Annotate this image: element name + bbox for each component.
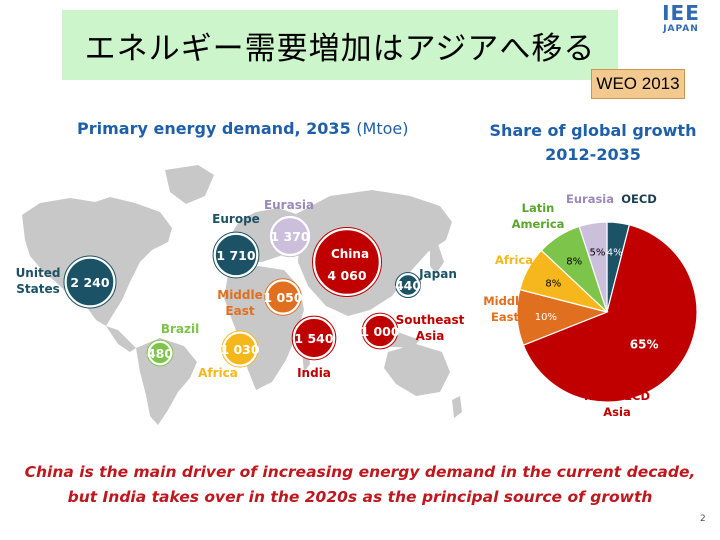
bubble-china (312, 227, 382, 297)
bubble-value-middle-east: 1 050 (263, 290, 302, 305)
footer-line2: but India takes over in the 2020s as the… (67, 488, 653, 506)
map-heading: Primary energy demand, 2035 (Mtoe) (77, 119, 408, 138)
pie-heading-line2: 2012-2035 (545, 145, 641, 164)
page-number: 2 (700, 514, 706, 524)
pie-chart: 4% OECD 65% Non-OECD Asia 10% Middle East 8% Afri… (483, 192, 698, 419)
bubble-ring-southeast-asia (361, 312, 399, 350)
bubble-ring-japan (395, 272, 421, 298)
bubble-ring-eurasia (268, 214, 312, 258)
bubble-ring-china (312, 227, 382, 297)
slide-title: エネルギー需要増加はアジアへ移る (84, 30, 596, 67)
bubble-ring-united-states (63, 255, 117, 309)
bubble-value-united-states: 2 240 (70, 275, 109, 290)
bubble-value-southeast-asia: 1 000 (360, 324, 399, 339)
bubble-india (292, 316, 336, 360)
pie-label-eurasia: Eurasia (566, 192, 614, 206)
bubble-label-middle-east: Middle East (217, 288, 263, 318)
pie-label-oecd: OECD (621, 192, 657, 206)
pie-slice-non-oecd-asia (522, 224, 698, 403)
pie-heading: Share of global growth 2012-2035 (484, 119, 702, 167)
bubble-africa (222, 331, 258, 367)
bubble-value-japan: 440 (395, 278, 421, 293)
bubble-label-united-states: United States (16, 266, 61, 296)
bubble-europe (213, 232, 259, 278)
footer-note: China is the main driver of increasing e… (20, 460, 700, 510)
pie-value-eurasia: 5% (589, 248, 605, 259)
bubble-label-eurasia: Eurasia (264, 198, 314, 212)
title-banner: エネルギー需要増加はアジアへ移る (62, 10, 618, 80)
bubble-label-china: China (331, 247, 369, 261)
map-australia (384, 344, 450, 396)
bubble-value-china: 4 060 (327, 268, 366, 283)
bubble-value-europe: 1 710 (216, 248, 255, 263)
map-new-zealand (452, 396, 462, 418)
bubble-label-southeast-asia: Southeast Asia (396, 313, 465, 343)
logo-line1: IEE (662, 1, 700, 25)
pie-label-africa: Africa (495, 253, 533, 267)
pie-value-non-oecd-asia: 65% (630, 338, 659, 352)
bubble-brazil (147, 340, 173, 366)
bubble-value-eurasia: 1 370 (270, 229, 309, 244)
bubble-label-japan: Japan (418, 267, 457, 281)
bubble-ring-africa (221, 330, 259, 368)
pie-label-middle-east: Middle East (483, 294, 527, 324)
bubble-middle-east (264, 278, 302, 316)
bubble-japan (395, 272, 421, 298)
bubble-label-europe: Europe (212, 212, 260, 226)
pie-heading-line1: Share of global growth (489, 121, 697, 140)
map-heading-main: Primary energy demand, 2035 (77, 119, 351, 138)
bubble-united-states (64, 256, 116, 308)
map-japan (430, 244, 444, 274)
bubble-ring-brazil (146, 339, 174, 367)
weo-badge: WEO 2013 (591, 69, 685, 99)
pie-value-latin-america: 8% (566, 256, 582, 267)
pie-label-latin-america: Latin America (512, 201, 565, 231)
pie-value-africa: 8% (545, 279, 561, 290)
bubble-ring-middle-east (264, 278, 302, 316)
bubble-ring-europe (212, 231, 260, 279)
bubble-eurasia (269, 215, 311, 257)
bubble-ring-india (291, 315, 337, 361)
pie-label-non-oecd-asia: Non-OECD Asia (584, 389, 650, 419)
pie-value-oecd: 4% (607, 247, 623, 258)
logo-line2: JAPAN (663, 24, 699, 34)
bubble-label-brazil: Brazil (161, 322, 199, 336)
map-bubbles: 2 240 United States 1 710 Europe 1 370 Eurasia… (16, 198, 465, 380)
map-greenland (165, 165, 214, 204)
iee-japan-logo: IEE JAPAN (648, 2, 714, 34)
bubble-label-africa: Africa (198, 366, 238, 380)
bubble-southeast-asia (362, 313, 398, 349)
pie-slice-eurasia (578, 221, 608, 313)
bubble-value-india: 1 540 (294, 331, 333, 346)
bubble-value-brazil: 480 (147, 346, 173, 361)
map-heading-unit: (Mtoe) (356, 119, 409, 138)
bubble-label-india: India (297, 366, 331, 380)
pie-value-middle-east: 10% (535, 312, 557, 323)
map-central-america (106, 326, 136, 352)
footer-line1: China is the main driver of increasing e… (24, 463, 696, 481)
bubble-value-africa: 1 030 (220, 342, 259, 357)
